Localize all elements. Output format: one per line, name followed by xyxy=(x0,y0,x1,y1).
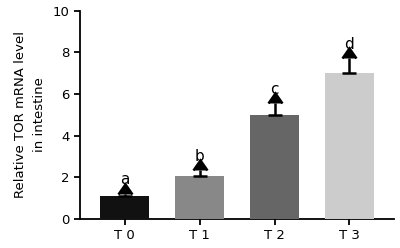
Y-axis label: Relative TOR mRNA level
in intestine: Relative TOR mRNA level in intestine xyxy=(14,31,46,198)
Bar xyxy=(100,196,149,219)
Text: a: a xyxy=(120,172,130,187)
Text: c: c xyxy=(270,82,279,97)
Bar xyxy=(325,73,374,219)
Bar xyxy=(175,176,224,219)
Bar xyxy=(250,115,299,219)
Text: b: b xyxy=(195,149,204,164)
Text: d: d xyxy=(345,37,354,52)
